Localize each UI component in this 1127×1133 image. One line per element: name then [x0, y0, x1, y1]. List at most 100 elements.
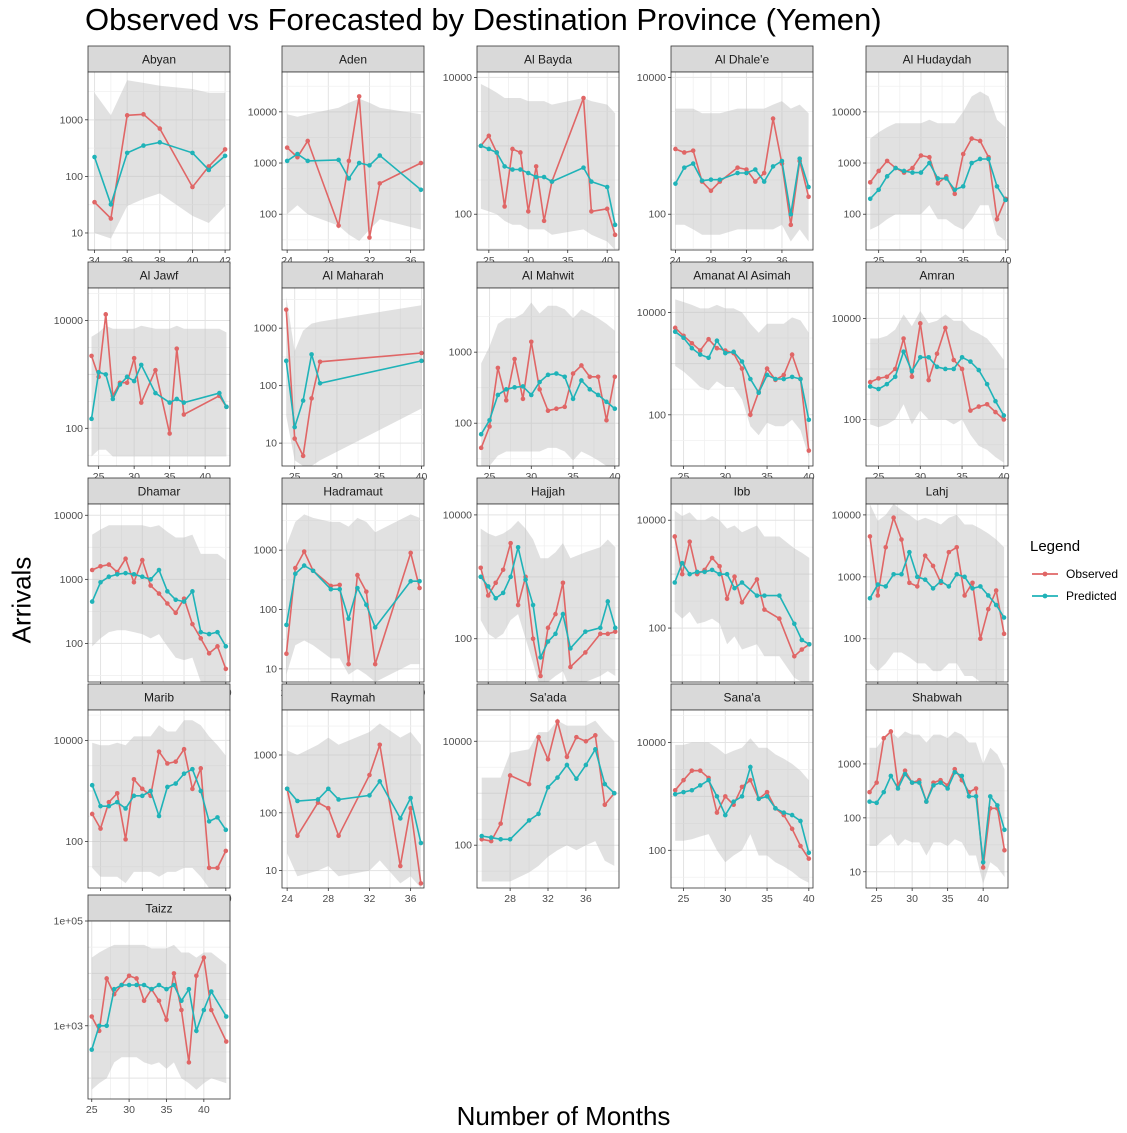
point-predicted-al-dhale-e — [699, 178, 705, 183]
point-predicted-lahj — [946, 584, 952, 589]
point-observed-hadramaut — [284, 651, 289, 656]
point-predicted-raymah — [408, 795, 413, 801]
point-predicted-al-mahwit — [604, 399, 609, 405]
point-predicted-taizz — [89, 1047, 95, 1052]
x-tick-label-abyan: 34 — [89, 255, 101, 267]
point-predicted-dhamar — [114, 571, 120, 577]
point-observed-sa-ada — [526, 781, 532, 787]
point-predicted-al-dhale-e — [744, 170, 749, 176]
point-observed-hajjah — [560, 580, 566, 586]
point-observed-dhamar — [223, 666, 229, 672]
point-observed-hajjah — [485, 593, 491, 598]
point-observed-ibb — [792, 653, 797, 659]
point-predicted-dhamar — [190, 589, 195, 594]
point-observed-hajjah — [530, 636, 536, 642]
point-predicted-ibb — [672, 580, 678, 585]
point-predicted-marib — [98, 803, 103, 809]
point-observed-al-mahwit — [487, 424, 492, 429]
x-tick-label-sana-a: 35 — [761, 893, 773, 905]
point-predicted-marib — [148, 788, 153, 794]
strip-al-hudaydah — [865, 45, 1009, 73]
point-observed-hajjah — [568, 664, 573, 670]
point-predicted-dhamar — [89, 599, 95, 604]
y-tick-label-raymah: 100 — [259, 807, 277, 819]
point-predicted-hajjah — [612, 625, 618, 631]
facet-amanat-al-asimah: Amanat Al Asimah 100 10000 25 30 35 40 — [637, 261, 815, 483]
panel-border-abyan — [87, 71, 231, 251]
x-tick-label-al-maharah: 35 — [373, 471, 385, 483]
strip-label-raymah: Raymah — [331, 691, 376, 705]
series-observed-al-bayda — [480, 97, 616, 236]
point-predicted-sana-a — [697, 783, 703, 788]
point-observed-ibb — [679, 571, 685, 577]
point-predicted-al-hudaydah — [986, 156, 991, 162]
point-predicted-al-jawf — [224, 404, 229, 410]
x-tick-label-raymah: 36 — [405, 893, 417, 905]
point-observed-dhamar — [89, 567, 95, 573]
point-observed-al-bayda — [612, 232, 618, 238]
point-observed-amran — [876, 376, 881, 381]
point-predicted-al-hudaydah — [952, 187, 958, 193]
y-tick-label-shabwah: 100 — [843, 812, 861, 824]
point-observed-al-mahwit — [503, 398, 509, 403]
series-observed-ibb — [673, 536, 810, 658]
point-observed-lahj — [985, 606, 991, 612]
x-tick-label-taizz: 30 — [123, 1104, 135, 1116]
point-predicted-al-dhale-e — [788, 211, 794, 217]
x-tick-label-amanat-al-asimah: 30 — [719, 471, 731, 483]
band-al-jawf — [91, 325, 227, 457]
point-predicted-sa-ada — [574, 776, 579, 782]
strip-label-marib: Marib — [144, 691, 174, 705]
point-observed-al-bayda — [533, 164, 539, 169]
point-observed-marib — [165, 761, 170, 766]
point-predicted-al-dhale-e — [797, 156, 802, 161]
point-observed-dhamar — [139, 557, 145, 563]
point-observed-sa-ada — [488, 838, 494, 844]
facet-aden: Aden 100 1000 10000 24 28 32 36 — [248, 45, 425, 267]
point-observed-al-jawf — [167, 431, 172, 436]
strip-raymah — [281, 683, 425, 711]
point-observed-amran — [892, 366, 898, 372]
point-predicted-hajjah — [605, 599, 611, 604]
point-observed-al-hudaydah — [884, 158, 890, 164]
point-observed-dhamar — [156, 591, 162, 596]
y-tick-label-hadramaut: 1000 — [254, 545, 278, 557]
strip-label-sa-ada: Sa'ada — [530, 691, 567, 705]
point-observed-hajjah — [598, 631, 603, 637]
point-predicted-al-hudaydah — [910, 170, 915, 175]
strip-label-aden: Aden — [339, 53, 367, 67]
point-predicted-marib — [206, 819, 212, 824]
point-observed-dhamar — [131, 579, 137, 585]
point-observed-amanat-al-asimah — [706, 336, 711, 342]
point-predicted-hajjah — [493, 595, 498, 601]
point-observed-marib — [223, 848, 229, 854]
panel-border-al-hudaydah — [865, 71, 1009, 251]
strip-sa-ada — [476, 683, 620, 711]
x-tick-label-al-maharah: 40 — [416, 471, 428, 483]
point-predicted-al-maharah — [419, 358, 424, 364]
point-predicted-al-hudaydah — [969, 160, 974, 166]
point-predicted-al-mahwit — [545, 372, 551, 378]
point-observed-dhamar — [106, 562, 112, 567]
point-predicted-ibb — [679, 560, 685, 566]
x-tick-label-raymah: 28 — [322, 893, 334, 905]
point-predicted-marib — [131, 793, 137, 799]
point-observed-sa-ada — [507, 773, 513, 778]
point-observed-taizz — [194, 973, 199, 979]
point-observed-amanat-al-asimah — [714, 345, 720, 351]
band-sa-ada — [481, 720, 615, 882]
point-observed-marib — [190, 786, 195, 792]
point-observed-aden — [284, 145, 290, 150]
x-tick-label-amran: 40 — [998, 471, 1010, 483]
x-tick-label-al-bayda: 35 — [562, 255, 574, 267]
point-predicted-ibb — [754, 593, 760, 598]
point-predicted-ibb — [724, 571, 730, 577]
point-observed-al-mahwit — [604, 417, 609, 423]
point-predicted-amran — [867, 384, 873, 389]
facet-taizz: Taizz 1e+03 1e+05 25 30 35 40 — [54, 894, 231, 1116]
point-predicted-sa-ada — [602, 781, 608, 787]
point-observed-sa-ada — [479, 836, 485, 842]
point-predicted-al-dhale-e — [735, 170, 740, 176]
point-observed-abyan — [141, 112, 146, 117]
point-predicted-hajjah — [508, 574, 513, 580]
